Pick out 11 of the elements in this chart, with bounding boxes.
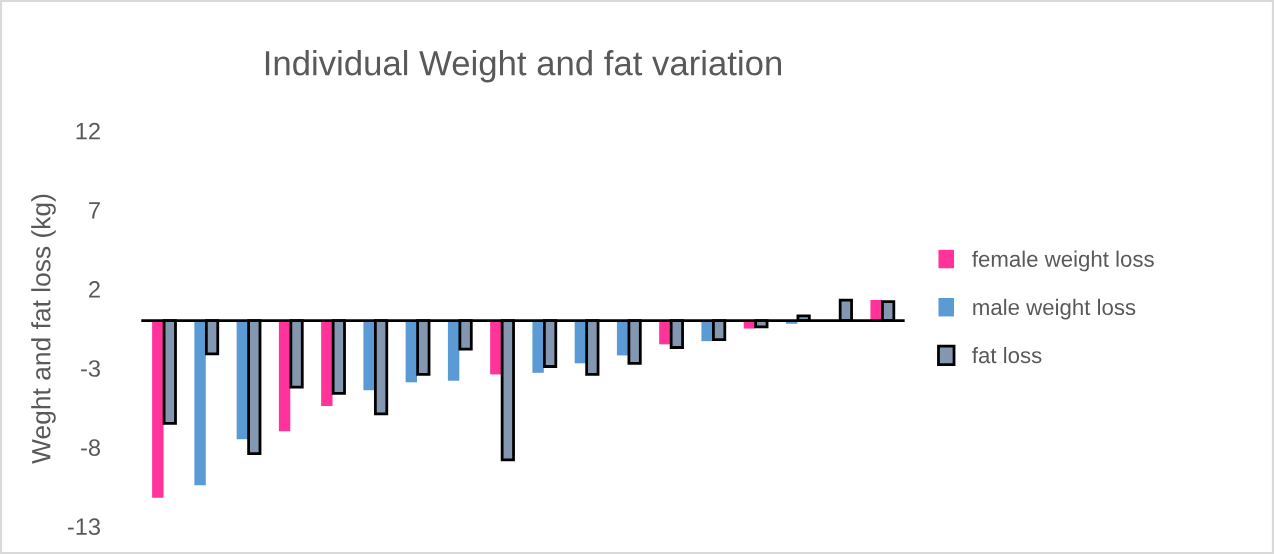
legend-label: female weight loss	[972, 250, 1154, 272]
y-tick-label: 7	[89, 202, 100, 219]
legend-label: male weight loss	[973, 298, 1136, 320]
y-tick-label: -13	[67, 518, 100, 536]
legend-label: fat loss	[972, 346, 1042, 364]
y-axis-title: Weght and fat loss (kg)	[31, 194, 56, 464]
y-tick-label: -3	[81, 360, 100, 377]
chart-title: Individual Weight and fat variation	[265, 50, 782, 83]
y-tick-label: 12	[76, 122, 100, 140]
y-tick-label: -8	[81, 439, 100, 456]
y-tick-label: 2	[89, 281, 100, 298]
